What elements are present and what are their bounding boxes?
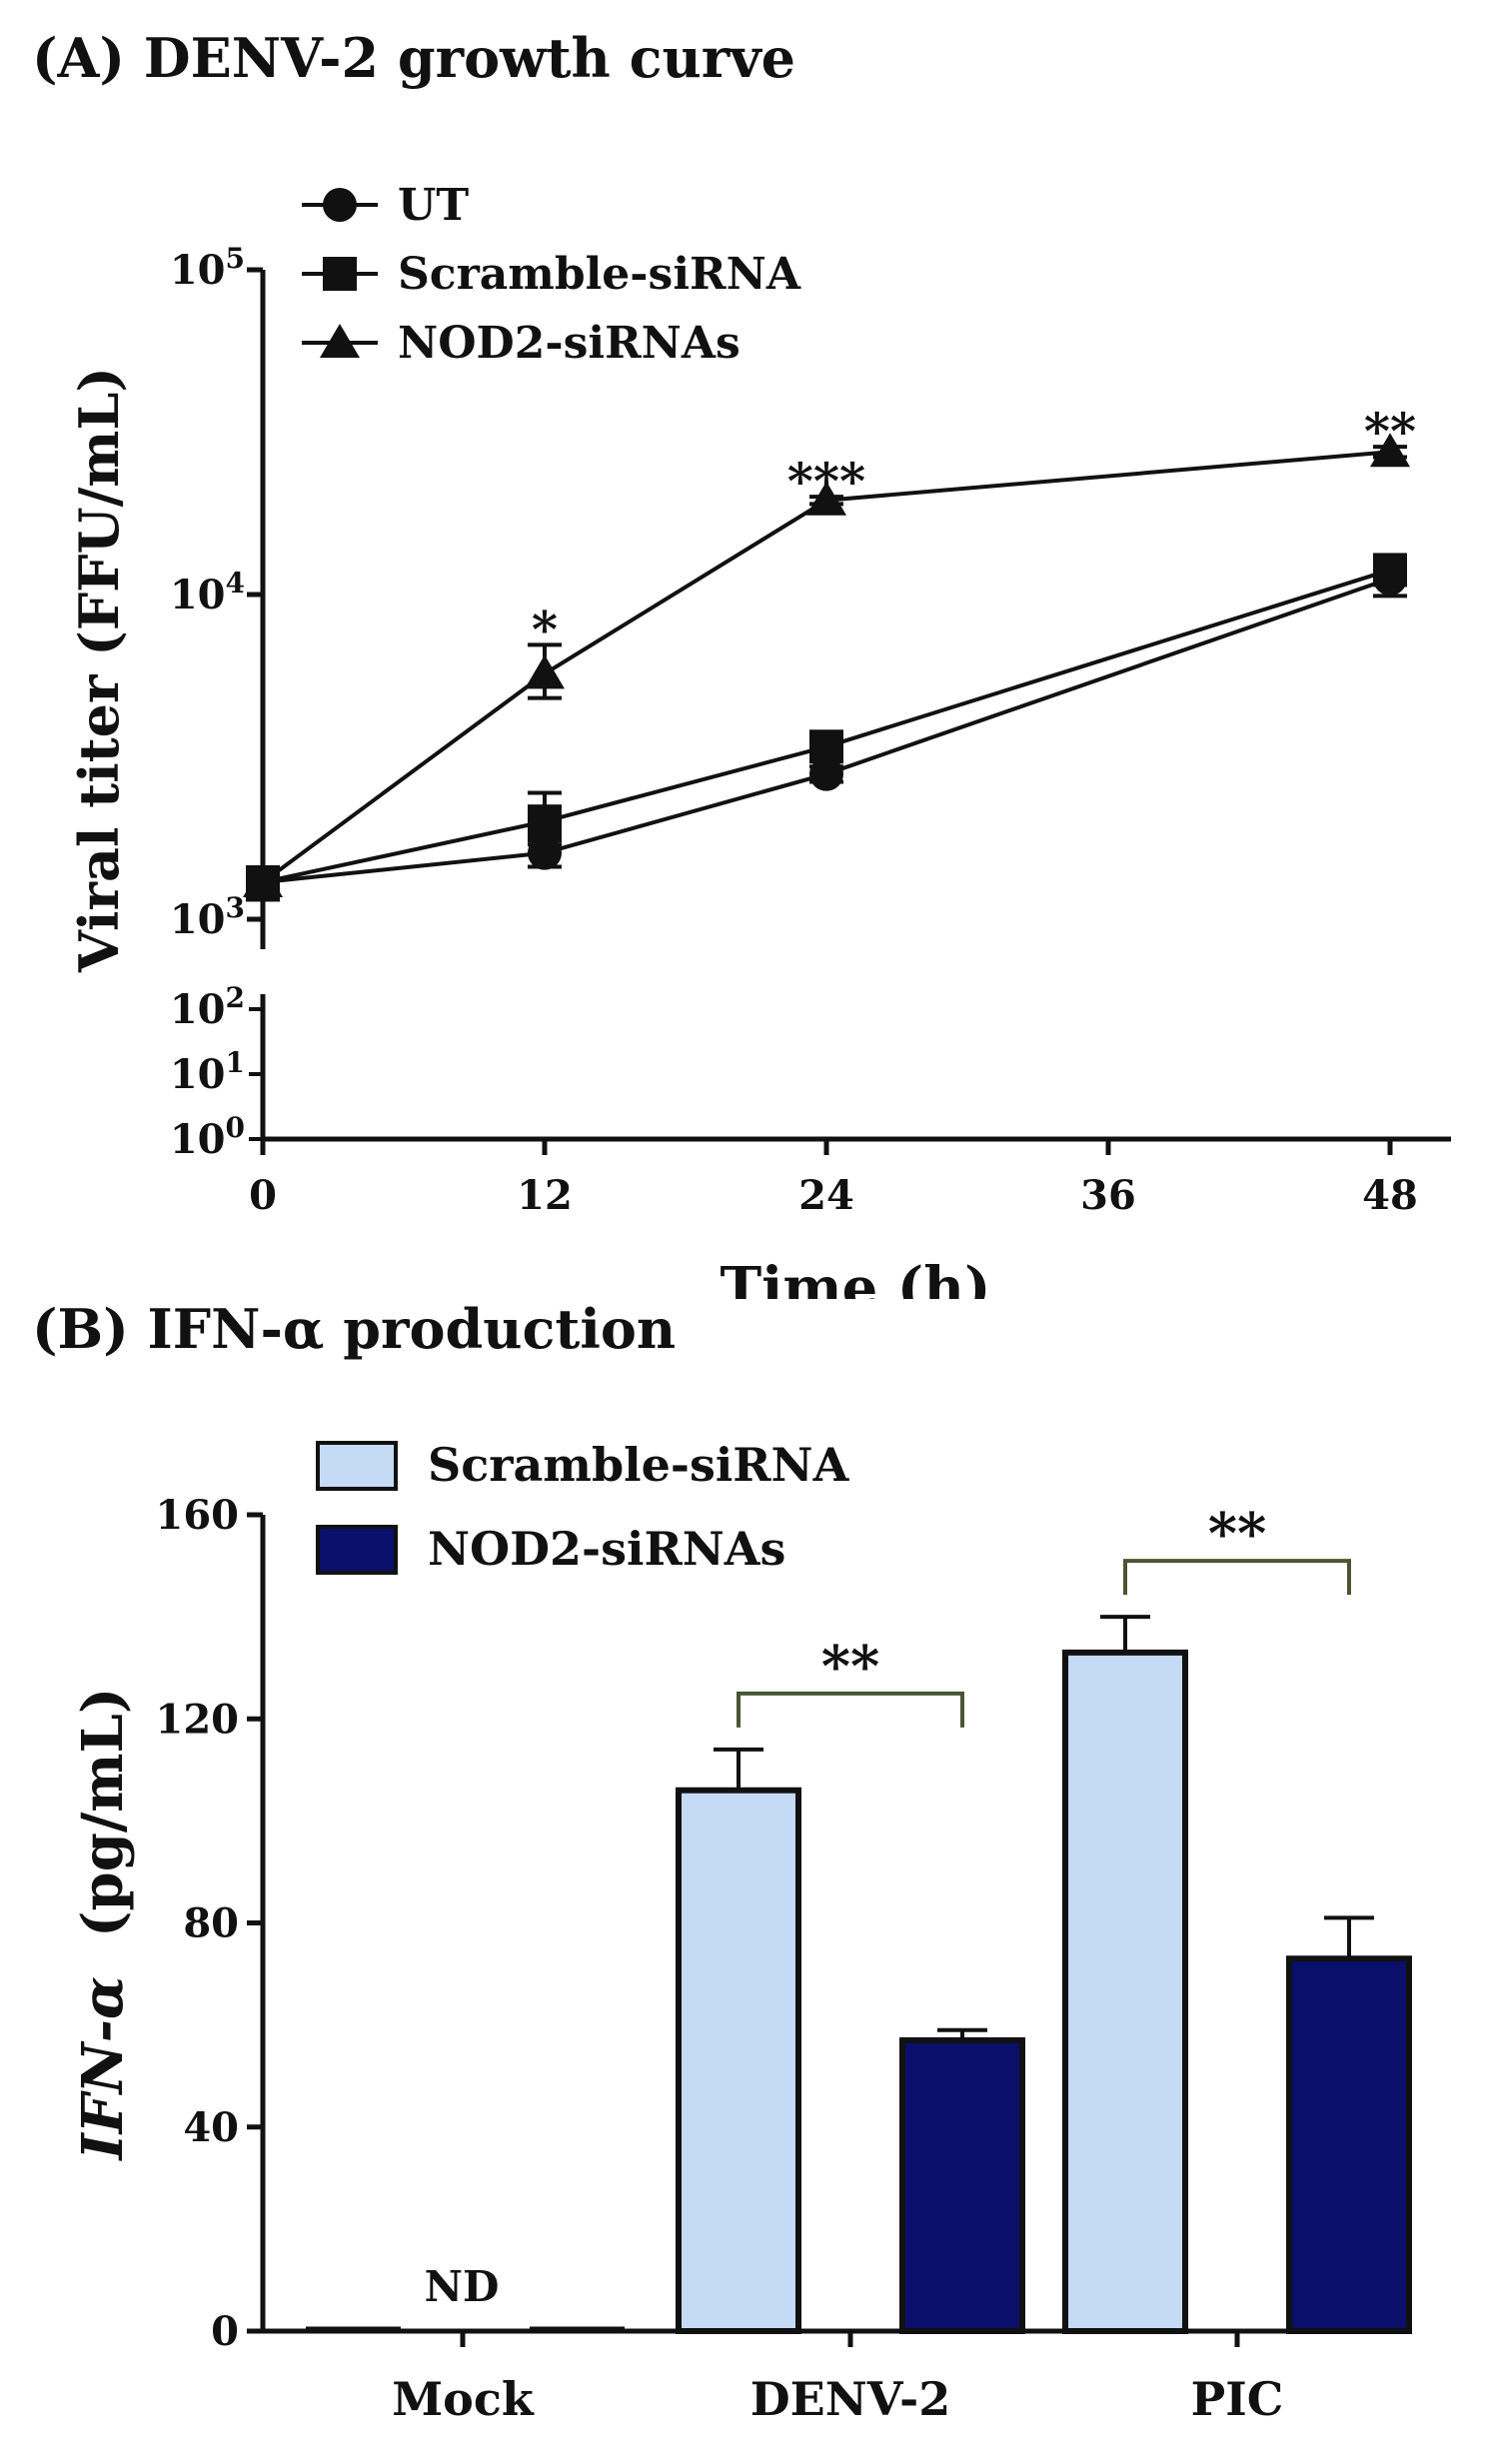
legend-label: NOD2-siRNAs — [398, 318, 741, 369]
data-point — [806, 481, 846, 516]
x-tick-label: 12 — [517, 1172, 573, 1219]
significance-label: * — [532, 600, 558, 658]
series-line — [262, 568, 1391, 884]
legend-swatch — [316, 1525, 398, 1575]
y-tick-label: 160 — [156, 1492, 240, 1539]
significance-label: ** — [1208, 1501, 1267, 1567]
bar — [899, 2036, 1025, 2334]
x-tick-label: 0 — [249, 1172, 277, 1219]
legend-label: NOD2-siRNAs — [428, 1522, 785, 1576]
y-tick-label: 103 — [170, 891, 245, 943]
legend-label: Scramble-siRNA — [398, 249, 801, 300]
x-tick-label: DENV-2 — [750, 2372, 950, 2426]
legend-label: UT — [398, 180, 469, 231]
series-line — [261, 450, 1391, 884]
y-tick-label: 104 — [170, 567, 245, 618]
significance-bracket — [1123, 1559, 1351, 1596]
bar — [1062, 1649, 1188, 2334]
y-tick-label: 40 — [183, 2104, 239, 2151]
y-axis-label: IFN-α (pg/mL) — [70, 1688, 136, 2162]
legend-marker — [323, 257, 357, 291]
y-tick-label: 105 — [170, 242, 245, 294]
series-line — [262, 577, 1391, 884]
panel-b-title: (B) IFN-α production — [32, 1297, 677, 1361]
x-tick-label: 24 — [798, 1172, 854, 1219]
data-point — [525, 654, 565, 689]
x-tick-label: 48 — [1362, 1172, 1418, 1219]
y-tick-label: 100 — [170, 1111, 245, 1163]
legend-marker — [320, 324, 360, 358]
data-point — [243, 862, 283, 897]
y-tick-label: 120 — [156, 1696, 240, 1743]
x-tick-label: Mock — [392, 2372, 535, 2426]
y-tick-label: 102 — [170, 981, 245, 1033]
legend-swatch — [316, 1441, 398, 1491]
growth-curve-chart: 103 104 105 100 101 102 0 12 24 36 48 Time (h) Viral… — [67, 180, 1451, 1299]
not-detected-label: ND — [425, 2262, 500, 2311]
y-axis-label: Viral titer (FFU/mL) — [67, 367, 131, 973]
significance-label: ** — [821, 1634, 880, 1700]
significance-label: *** — [787, 452, 865, 511]
data-point — [809, 729, 843, 764]
bar — [1286, 1955, 1412, 2335]
significance-label: ** — [1364, 402, 1416, 461]
bar — [676, 1787, 801, 2335]
y-tick-label: 80 — [183, 1900, 239, 1947]
data-point — [1370, 433, 1410, 468]
significance-bracket — [737, 1691, 964, 1728]
y-tick-label: 0 — [211, 2308, 239, 2355]
panel-a-title: (A) DENV-2 growth curve — [32, 26, 795, 90]
data-point — [528, 804, 562, 839]
data-point — [1373, 553, 1407, 588]
y-tick-label: 101 — [170, 1046, 245, 1098]
x-tick-label: PIC — [1191, 2372, 1284, 2426]
data-point — [809, 756, 843, 791]
legend-label: Scramble-siRNA — [428, 1438, 850, 1492]
x-axis-label: Time (h) — [720, 1255, 990, 1299]
legend-marker — [323, 188, 357, 222]
x-tick-label: 36 — [1080, 1172, 1136, 1219]
